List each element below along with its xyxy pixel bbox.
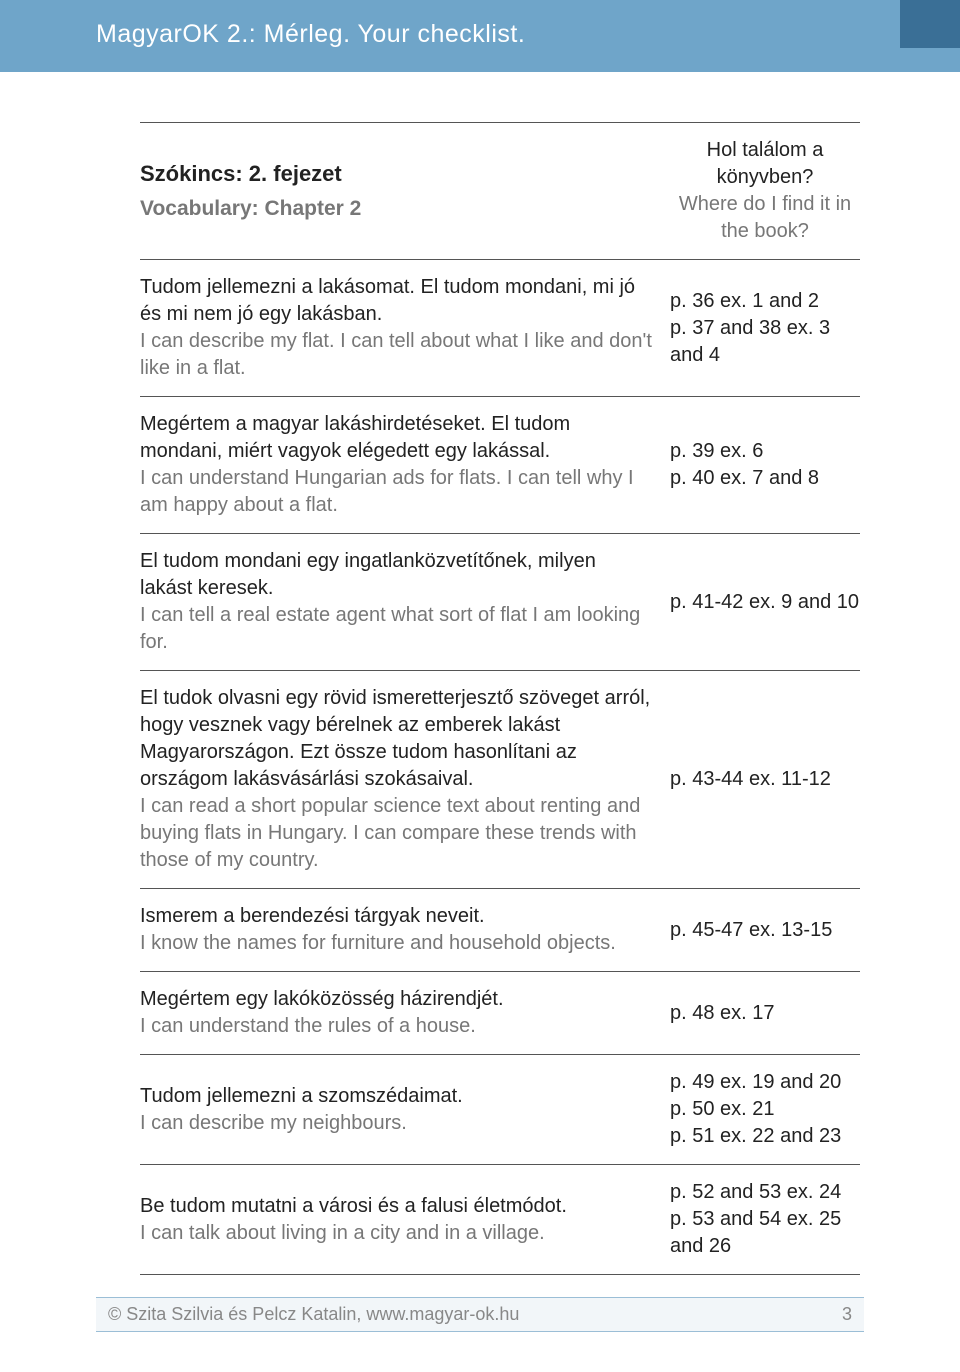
desc-hu: Megértem a magyar lakáshirdetéseket. El … bbox=[140, 413, 570, 462]
footer-credit: © Szita Szilvia és Pelcz Katalin, www.ma… bbox=[108, 1304, 519, 1325]
page-number: 3 bbox=[842, 1304, 852, 1325]
table-row: Tudom jellemezni a lakásomat. El tudom m… bbox=[140, 260, 860, 397]
ref-cell: p. 41-42 ex. 9 and 10 bbox=[660, 534, 860, 671]
table-row: Tudom jellemezni a szomszédaimat. I can … bbox=[140, 1055, 860, 1165]
desc-hu: Megértem egy lakóközösség házirendjét. bbox=[140, 988, 504, 1010]
ref-cell: p. 43-44 ex. 11-12 bbox=[660, 671, 860, 889]
chapter-title-en: Vocabulary: Chapter 2 bbox=[140, 195, 652, 223]
table-row: El tudok olvasni egy rövid ismeretterjes… bbox=[140, 671, 860, 889]
desc-cell: Tudom jellemezni a lakásomat. El tudom m… bbox=[140, 260, 660, 397]
desc-en: I can understand Hungarian ads for flats… bbox=[140, 467, 634, 516]
table-row: Megértem a magyar lakáshirdetéseket. El … bbox=[140, 397, 860, 534]
desc-en: I can understand the rules of a house. bbox=[140, 1015, 476, 1037]
desc-en: I know the names for furniture and house… bbox=[140, 932, 616, 954]
desc-hu: Tudom jellemezni a szomszédaimat. bbox=[140, 1085, 463, 1107]
page-footer: © Szita Szilvia és Pelcz Katalin, www.ma… bbox=[96, 1297, 864, 1332]
chapter-title-cell: Szókincs: 2. fejezet Vocabulary: Chapter… bbox=[140, 123, 660, 260]
desc-cell: Be tudom mutatni a városi és a falusi él… bbox=[140, 1165, 660, 1275]
header-corner-accent bbox=[900, 0, 960, 48]
desc-en: I can talk about living in a city and in… bbox=[140, 1222, 545, 1244]
desc-hu: Tudom jellemezni a lakásomat. El tudom m… bbox=[140, 276, 635, 325]
page-title: MagyarOK 2.: Mérleg. Your checklist. bbox=[96, 20, 960, 49]
ref-cell: p. 52 and 53 ex. 24 p. 53 and 54 ex. 25 … bbox=[660, 1165, 860, 1275]
checklist-table: Szókincs: 2. fejezet Vocabulary: Chapter… bbox=[140, 122, 860, 1275]
where-hu: Hol találom a könyvben? bbox=[670, 137, 860, 191]
chapter-header-row: Szókincs: 2. fejezet Vocabulary: Chapter… bbox=[140, 123, 860, 260]
where-cell: Hol találom a könyvben? Where do I find … bbox=[660, 123, 860, 260]
chapter-title-hu: Szókincs: 2. fejezet bbox=[140, 159, 652, 189]
desc-en: I can describe my flat. I can tell about… bbox=[140, 330, 652, 379]
table-row: Megértem egy lakóközösség házirendjét. I… bbox=[140, 972, 860, 1055]
desc-cell: Megértem a magyar lakáshirdetéseket. El … bbox=[140, 397, 660, 534]
content-area: Szókincs: 2. fejezet Vocabulary: Chapter… bbox=[0, 72, 960, 1275]
desc-cell: Ismerem a berendezési tárgyak neveit. I … bbox=[140, 889, 660, 972]
desc-cell: El tudok olvasni egy rövid ismeretterjes… bbox=[140, 671, 660, 889]
where-en: Where do I find it in the book? bbox=[670, 191, 860, 245]
desc-cell: Megértem egy lakóközösség házirendjét. I… bbox=[140, 972, 660, 1055]
desc-hu: Be tudom mutatni a városi és a falusi él… bbox=[140, 1195, 567, 1217]
desc-cell: Tudom jellemezni a szomszédaimat. I can … bbox=[140, 1055, 660, 1165]
desc-en: I can describe my neighbours. bbox=[140, 1112, 407, 1134]
ref-cell: p. 36 ex. 1 and 2 p. 37 and 38 ex. 3 and… bbox=[660, 260, 860, 397]
desc-hu: El tudok olvasni egy rövid ismeretterjes… bbox=[140, 687, 650, 790]
desc-hu: Ismerem a berendezési tárgyak neveit. bbox=[140, 905, 485, 927]
table-row: Ismerem a berendezési tárgyak neveit. I … bbox=[140, 889, 860, 972]
desc-en: I can tell a real estate agent what sort… bbox=[140, 604, 640, 653]
ref-cell: p. 39 ex. 6 p. 40 ex. 7 and 8 bbox=[660, 397, 860, 534]
ref-cell: p. 48 ex. 17 bbox=[660, 972, 860, 1055]
desc-cell: El tudom mondani egy ingatlanközvetítőne… bbox=[140, 534, 660, 671]
desc-hu: El tudom mondani egy ingatlanközvetítőne… bbox=[140, 550, 596, 599]
desc-en: I can read a short popular science text … bbox=[140, 795, 640, 871]
table-row: Be tudom mutatni a városi és a falusi él… bbox=[140, 1165, 860, 1275]
page-header: MagyarOK 2.: Mérleg. Your checklist. bbox=[0, 0, 960, 72]
table-row: El tudom mondani egy ingatlanközvetítőne… bbox=[140, 534, 860, 671]
ref-cell: p. 45-47 ex. 13-15 bbox=[660, 889, 860, 972]
ref-cell: p. 49 ex. 19 and 20 p. 50 ex. 21 p. 51 e… bbox=[660, 1055, 860, 1165]
